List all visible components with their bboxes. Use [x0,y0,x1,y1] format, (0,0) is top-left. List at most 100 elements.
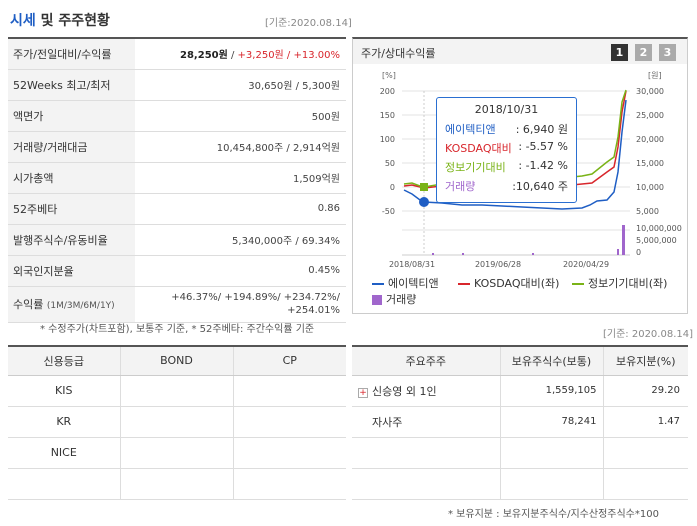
chart-base-date: [기준: 2020.08.14] [603,329,694,340]
quote-value: 10,454,800주 / 2,914억원 [135,131,346,163]
quote-label: 52주베타 [8,193,135,225]
holder-shares: 1,559,105 [500,375,604,407]
chart-page-3[interactable]: 3 [659,44,676,61]
right-tick: 5,000 [636,207,659,216]
quote-label: 수익률 (1M/3M/6M/1Y) [8,286,135,323]
quote-label: 시가총액 [8,162,135,194]
table-row [8,468,346,500]
credit-cp [233,375,346,407]
credit-table: 신용등급 BOND CP KIS KR NICE [8,345,346,500]
legend-item[interactable]: 거래량 [372,291,416,307]
credit-cp [233,437,346,469]
quote-row: 발행주식수/유동비율 5,340,000주 / 69.34% [8,224,346,256]
quote-value: 0.45% [135,255,346,287]
table-row: NICE [8,437,346,469]
left-unit: [%] [382,71,396,80]
legend-item[interactable]: 에이텍티앤 [372,275,439,291]
price-marker [419,197,429,207]
quote-row: 주가/전일대비/수익률 28,250원 / +3,250원 / +13.00% [8,38,346,70]
holder-name: + 신승영 외 1인 [352,375,501,407]
chart-page-2[interactable]: 2 [635,44,652,61]
quote-label: 거래량/거래대금 [8,131,135,163]
credit-header: CP [233,346,346,376]
sector-marker [420,183,428,191]
quote-row: 52Weeks 최고/최저 30,650원 / 5,300원 [8,69,346,101]
legend-item[interactable]: 정보기기대비(좌) [572,275,667,291]
holder-name [352,437,501,469]
quote-label: 발행주식수/유동비율 [8,224,135,256]
right-tick: 10,000 [636,183,664,192]
volume-bar [617,249,619,255]
quote-value: 500원 [135,100,346,132]
table-row: KIS [8,375,346,407]
holder-pct [603,468,688,500]
table-row: + 신승영 외 1인 1,559,105 29.20 [352,375,688,407]
holders-table: 주요주주 보유주식수(보통) 보유지분(%) + 신승영 외 1인 1,559,1… [352,345,688,500]
quote-label: 액면가 [8,100,135,132]
vol-tick: 0 [636,248,641,257]
right-tick: 15,000 [636,159,664,168]
quote-label: 52Weeks 최고/최저 [8,69,135,101]
quote-note: * 수정주가(차트포함), 보통주 기준, * 52주베타: 주간수익률 기준 [40,324,315,335]
chart-page-1[interactable]: 1 [611,44,628,61]
right-tick: 25,000 [636,111,664,120]
section-title: 시세 및 주주현황 [10,13,110,29]
volume-bar [462,253,464,255]
holder-name [352,468,501,500]
quote-label: 주가/전일대비/수익률 [8,38,135,70]
volume-bar [532,253,534,255]
table-row: 자사주 78,241 1.47 [352,406,688,438]
vol-tick: 10,000,000 [636,224,682,233]
quote-row: 거래량/거래대금 10,454,800주 / 2,914억원 [8,131,346,163]
quote-row: 외국인지분율 0.45% [8,255,346,287]
credit-header: 신용등급 [8,346,121,376]
table-row [352,437,688,469]
volume-bar [622,225,625,255]
credit-bond [120,468,234,500]
credit-cp [233,468,346,500]
holder-shares [500,468,604,500]
tooltip-date: 2018/10/31 [474,103,539,116]
left-tick: 0 [390,183,395,192]
credit-agency: KIS [8,375,121,407]
holders-note: * 보유지분 : 보유지분주식수/지수산정주식수*100 [448,509,659,520]
tooltip-row: KOSDAQ대비: -5.57 % [445,140,568,155]
tooltip-row: 에이텍티앤: 6,940 원 [445,123,568,136]
x-tick: 2019/06/28 [475,260,521,269]
x-tick: 2018/08/31 [389,260,435,269]
quote-value: 0.86 [135,193,346,225]
right-tick: 20,000 [636,135,664,144]
credit-agency: KR [8,406,121,438]
volume-bars [432,225,625,255]
quote-value: 5,340,000주 / 69.34% [135,224,346,256]
x-tick: 2020/04/29 [563,260,609,269]
credit-bond [120,375,234,407]
base-date: [기준:2020.08.14] [265,18,352,29]
chart-panel: 주가/상대수익률 1 2 3 [352,37,688,314]
left-tick: 200 [380,87,395,96]
table-row [352,468,688,500]
tooltip-row: 정보기기대비: -1.42 % [445,159,568,174]
quote-row: 52주베타 0.86 [8,193,346,225]
table-row: KR [8,406,346,438]
expand-icon[interactable]: + [358,387,368,398]
holder-pct [603,437,688,469]
credit-header: BOND [120,346,234,376]
holder-pct: 29.20 [603,375,688,407]
left-tick: 100 [380,135,395,144]
holders-header: 보유지분(%) [603,346,688,376]
holder-shares: 78,241 [500,406,604,438]
credit-agency: NICE [8,437,121,469]
credit-agency [8,468,121,500]
credit-bond [120,437,234,469]
legend-item[interactable]: KOSDAQ대비(좌) [458,275,559,291]
volume-bar [432,253,434,255]
left-tick: -50 [382,207,395,216]
chart-tooltip: 2018/10/31 에이텍티앤: 6,940 원 KOSDAQ대비: -5.5… [436,97,577,203]
quote-label: 외국인지분율 [8,255,135,287]
vol-tick: 5,000,000 [636,236,677,245]
quote-row: 시가총액 1,509억원 [8,162,346,194]
quote-value: 30,650원 / 5,300원 [135,69,346,101]
quote-value: 28,250원 / +3,250원 / +13.00% [135,38,346,70]
quote-row: 액면가 500원 [8,100,346,132]
